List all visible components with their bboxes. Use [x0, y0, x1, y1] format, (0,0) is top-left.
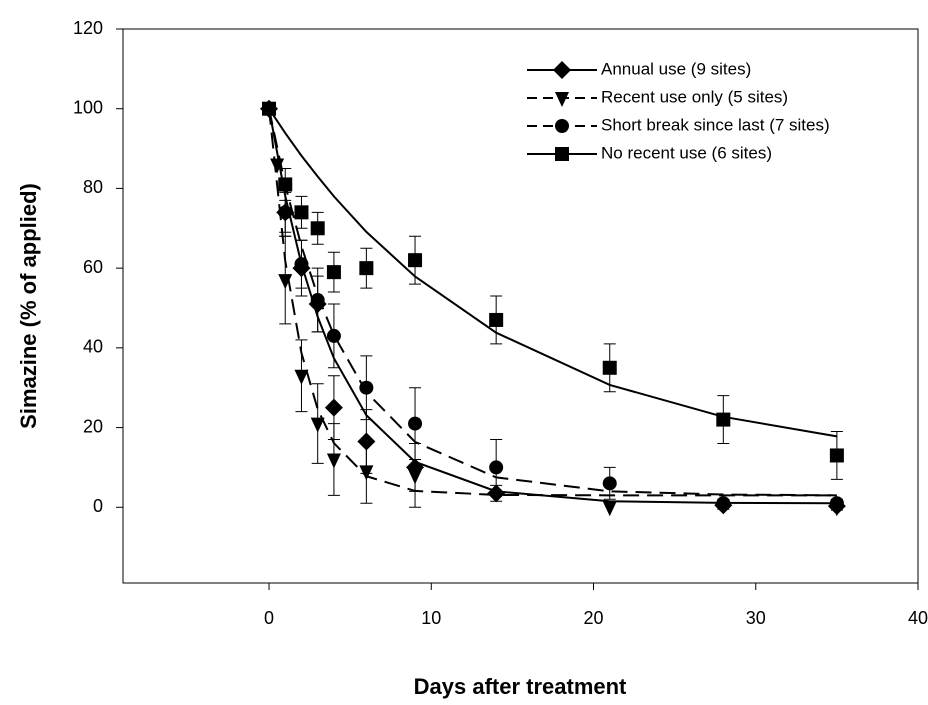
y-tick-label: 60 [83, 257, 103, 277]
marker [489, 312, 504, 327]
marker [278, 177, 293, 192]
marker [602, 360, 617, 375]
x-tick-label: 0 [264, 608, 274, 628]
marker [310, 293, 325, 308]
fit-curve [268, 108, 837, 505]
marker [716, 412, 731, 427]
marker [359, 261, 374, 276]
marker [359, 465, 374, 481]
x-tick-label: 40 [908, 608, 928, 628]
marker [408, 416, 423, 431]
fit-curve [268, 108, 837, 497]
y-tick-label: 40 [83, 337, 103, 357]
x-tick-label: 10 [421, 608, 441, 628]
x-tick-label: 20 [583, 608, 603, 628]
marker [326, 328, 341, 343]
fit-curve [268, 108, 838, 438]
legend-marker [555, 92, 569, 107]
marker [829, 496, 844, 511]
marker [408, 469, 423, 485]
marker [602, 476, 617, 491]
marker [602, 501, 617, 517]
legend-label: Annual use (9 sites) [601, 59, 751, 78]
marker [326, 453, 341, 469]
marker [294, 369, 309, 385]
legend-label: Short break since last (7 sites) [601, 115, 830, 134]
y-tick-label: 100 [73, 97, 103, 117]
y-tick-label: 0 [93, 496, 103, 516]
y-axis-label: Simazine (% of applied) [16, 183, 41, 429]
legend-marker [555, 147, 569, 161]
marker [278, 274, 293, 290]
y-tick-label: 120 [73, 18, 103, 38]
legend-marker [555, 119, 569, 133]
legend-marker [553, 61, 571, 79]
marker [324, 398, 343, 417]
marker [278, 205, 293, 220]
plot-frame [122, 28, 919, 584]
marker [262, 101, 277, 116]
marker [716, 496, 731, 511]
marker [359, 380, 374, 395]
x-tick-label: 30 [746, 608, 766, 628]
marker [408, 253, 423, 268]
marker [829, 448, 844, 463]
x-axis-label: Days after treatment [414, 674, 627, 699]
y-tick-label: 80 [83, 177, 103, 197]
y-tick-label: 20 [83, 416, 103, 436]
marker [489, 460, 504, 475]
marker [310, 417, 325, 433]
marker [310, 221, 325, 236]
fit-curve [268, 108, 837, 497]
legend-label: Recent use only (5 sites) [601, 87, 788, 106]
marker [326, 265, 341, 280]
marker [294, 257, 309, 272]
marker [294, 205, 309, 220]
legend-label: No recent use (6 sites) [601, 143, 772, 162]
